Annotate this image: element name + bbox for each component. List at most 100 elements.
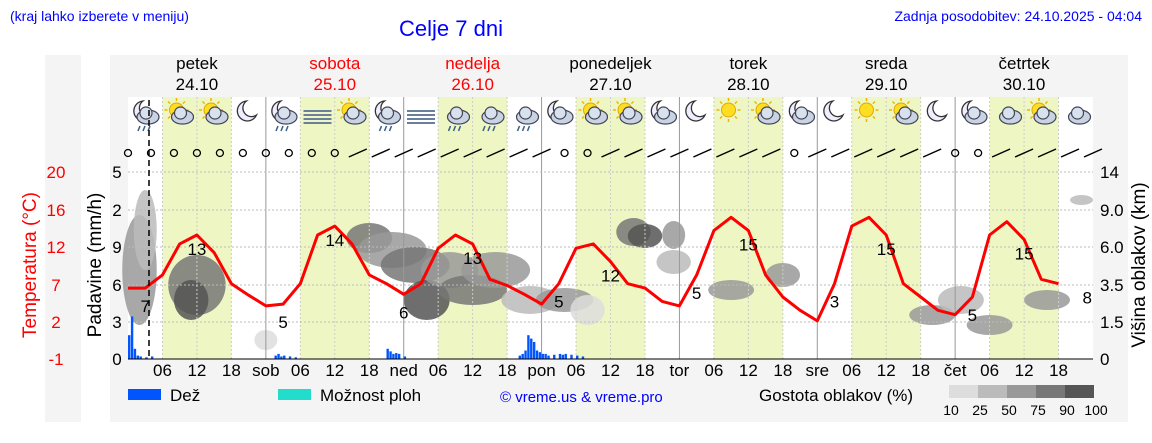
wind-barb bbox=[532, 148, 551, 158]
sun-cloud-icon bbox=[199, 98, 229, 125]
x-tick-label: 12 bbox=[601, 361, 620, 380]
calm-wind-circle bbox=[146, 148, 156, 158]
wind-barb bbox=[899, 148, 919, 158]
x-tick-label: čet bbox=[944, 361, 967, 380]
cloud-density-step-label: 10 bbox=[943, 402, 959, 418]
precipitation-bar bbox=[570, 354, 573, 359]
precipitation-bar bbox=[139, 356, 142, 359]
precipitation-bar bbox=[532, 342, 536, 359]
rain-cloud-icon bbox=[446, 106, 471, 132]
calm-wind-circle bbox=[790, 148, 799, 158]
cloud-height-tick-label: 0 bbox=[1100, 350, 1109, 369]
day-name-label: nedelja bbox=[445, 54, 500, 73]
cloud-density-area bbox=[1024, 290, 1071, 310]
temperature-value-label: 14 bbox=[325, 231, 344, 250]
wind-barb bbox=[991, 148, 1011, 158]
calm-wind-circle bbox=[215, 148, 225, 158]
precipitation-bar bbox=[527, 335, 530, 359]
precipitation-bar bbox=[581, 356, 585, 359]
calm-wind-circle bbox=[261, 148, 271, 158]
calm-wind-circle bbox=[307, 148, 316, 158]
cloud-density-swatch bbox=[1036, 385, 1065, 398]
rain-legend-label: Dež bbox=[170, 386, 200, 405]
x-tick-label: 18 bbox=[636, 361, 655, 380]
precipitation-axis-title: Padavine (mm/h) bbox=[85, 193, 106, 338]
cloud-density-step-label: 25 bbox=[972, 402, 988, 418]
cloud-height-axis-title: Višina oblakov (km) bbox=[1129, 182, 1150, 347]
cloud-density-area bbox=[461, 252, 531, 288]
x-tick-label: 12 bbox=[325, 361, 344, 380]
x-tick-label: 06 bbox=[291, 361, 310, 380]
temperature-tick-label: 7 bbox=[51, 276, 60, 295]
x-tick-label: 18 bbox=[1049, 361, 1068, 380]
precipitation-bar bbox=[128, 335, 131, 359]
location-hint-link[interactable]: (kraj lahko izberete v meniju) bbox=[10, 8, 189, 24]
moon-icon bbox=[685, 100, 707, 122]
x-tick-label: 06 bbox=[980, 361, 999, 380]
day-name-label: ponedeljek bbox=[569, 54, 652, 73]
calm-wind-circle bbox=[330, 148, 339, 158]
temperature-tick-label: 12 bbox=[47, 238, 66, 257]
precipitation-bar bbox=[530, 338, 533, 359]
fog-icon bbox=[407, 110, 435, 124]
wind-barb bbox=[1060, 148, 1080, 158]
precipitation-bar bbox=[130, 316, 134, 359]
wind-barb bbox=[509, 148, 528, 158]
wind-barb bbox=[1014, 148, 1034, 158]
temperature-value-label: 5 bbox=[692, 284, 701, 303]
precipitation-bar bbox=[277, 353, 280, 359]
x-tick-label: 18 bbox=[773, 361, 792, 380]
wind-barb bbox=[1083, 148, 1103, 158]
precipitation-tick-label: 0 bbox=[112, 350, 121, 369]
cloud-density-area bbox=[662, 221, 686, 249]
precipitation-bar bbox=[561, 354, 565, 359]
precipitation-bar bbox=[280, 356, 283, 359]
last-update-text: Zadnja posodobitev: 24.10.2025 - 04:04 bbox=[894, 8, 1142, 24]
precipitation-bar bbox=[133, 348, 137, 359]
wind-barb bbox=[394, 148, 414, 158]
precipitation-bar bbox=[524, 350, 527, 359]
night-cloud-drizzle-icon bbox=[374, 100, 402, 132]
precipitation-bar bbox=[294, 357, 297, 359]
x-tick-label: 12 bbox=[187, 361, 206, 380]
cloud-height-tick-label: 6.0 bbox=[1100, 238, 1124, 257]
cloud-density-swatch bbox=[978, 385, 1007, 398]
x-tick-label: 06 bbox=[842, 361, 861, 380]
wind-barb bbox=[693, 148, 712, 158]
x-tick-label: 18 bbox=[222, 361, 241, 380]
precipitation-bar bbox=[274, 355, 277, 359]
day-date-label: 24.10 bbox=[176, 75, 219, 94]
shower-legend-label: Možnost ploh bbox=[320, 386, 421, 405]
precipitation-bar bbox=[518, 355, 521, 359]
cloud-density-area bbox=[708, 280, 755, 300]
x-tick-label: 06 bbox=[429, 361, 448, 380]
x-tick-label: pon bbox=[527, 361, 555, 380]
moon-icon bbox=[823, 100, 845, 122]
cloud-density-step-label: 100 bbox=[1084, 402, 1108, 418]
precipitation-bar bbox=[541, 353, 544, 359]
daytime-band bbox=[438, 97, 508, 359]
precipitation-bar bbox=[136, 355, 140, 359]
fog-icon bbox=[303, 110, 332, 124]
x-tick-label: 06 bbox=[153, 361, 172, 380]
precipitation-bar bbox=[403, 356, 407, 359]
calm-wind-circle bbox=[583, 148, 592, 158]
x-tick-label: 18 bbox=[911, 361, 930, 380]
day-date-label: 25.10 bbox=[314, 75, 357, 94]
x-tick-label: 18 bbox=[360, 361, 379, 380]
wind-barb bbox=[670, 148, 689, 158]
wind-barb bbox=[853, 148, 873, 158]
temperature-value-label: 3 bbox=[830, 293, 839, 312]
moon-cloud-icon bbox=[650, 100, 678, 125]
temperature-line bbox=[128, 215, 1059, 323]
temperature-tick-label: 20 bbox=[47, 163, 66, 182]
day-name-label: petek bbox=[176, 54, 218, 73]
moon-cloud-icon bbox=[961, 100, 988, 125]
cloud-drizzle-icon bbox=[515, 106, 540, 132]
rain-legend-swatch bbox=[128, 389, 161, 400]
wind-barb bbox=[348, 148, 368, 158]
credit-link[interactable]: © vreme.us & vreme.pro bbox=[500, 389, 663, 406]
precipitation-bar bbox=[397, 353, 401, 359]
precipitation-bar bbox=[145, 357, 148, 359]
